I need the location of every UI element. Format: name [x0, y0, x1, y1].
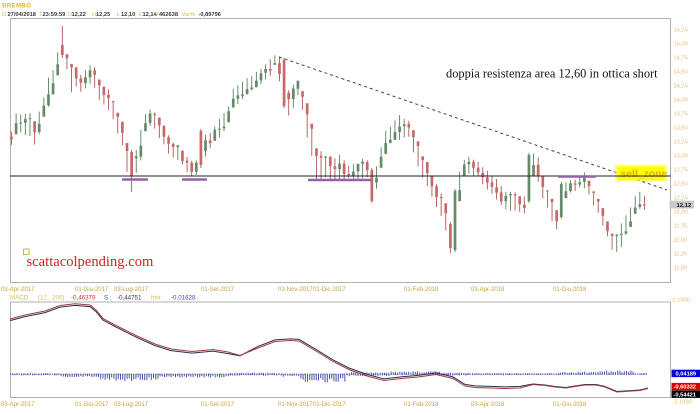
svg-text:03-Lug-2017: 03-Lug-2017 [114, 287, 149, 293]
svg-text:12,00: 12,00 [674, 210, 688, 216]
svg-text:(12 , 200) :: (12 , 200) : [38, 295, 68, 302]
svg-text:01-Giu-2018: 01-Giu-2018 [553, 402, 587, 408]
svg-text:01-Giu-2018: 01-Giu-2018 [553, 287, 587, 293]
svg-text:12,14: 12,14 [143, 12, 158, 18]
svg-text:S :: S : [104, 295, 112, 302]
svg-text:01-Giu-2017: 01-Giu-2017 [75, 402, 109, 408]
svg-text:13,50: 13,50 [674, 126, 688, 132]
svg-text:01-Giu-2017: 01-Giu-2017 [75, 287, 109, 293]
svg-text:-0,44751: -0,44751 [117, 295, 142, 302]
svg-text:12,10: 12,10 [121, 12, 135, 18]
svg-text:doppia resistenza area 12,60 i: doppia resistenza area 12,60 in ottica s… [446, 67, 658, 81]
svg-text:hist :: hist : [151, 295, 164, 302]
svg-text:12,50: 12,50 [674, 182, 688, 188]
svg-text:14,00: 14,00 [674, 98, 688, 104]
svg-text:BREMBO: BREMBO [2, 3, 31, 10]
svg-text:12,25: 12,25 [674, 196, 688, 202]
svg-text:11,50: 11,50 [674, 238, 688, 244]
svg-text:12,22: 12,22 [72, 12, 86, 18]
svg-text:H: H [92, 12, 96, 18]
svg-text:-2,1890: -2,1890 [673, 400, 692, 406]
svg-text:L: L [117, 12, 120, 18]
svg-text:13,25: 13,25 [674, 140, 688, 146]
svg-text:12,12: 12,12 [677, 203, 692, 209]
svg-text:C: C [139, 12, 143, 18]
svg-text:01-Dic-2017: 01-Dic-2017 [313, 287, 346, 293]
svg-text:0,04189: 0,04189 [676, 372, 697, 378]
svg-text:03-Apr-2017: 03-Apr-2017 [1, 402, 35, 408]
svg-text:MACD: MACD [10, 295, 29, 302]
svg-text:14,25: 14,25 [674, 84, 688, 90]
svg-text:12,75: 12,75 [674, 168, 688, 174]
svg-text:462638: 462638 [159, 12, 178, 18]
svg-text:01-Dic-2017: 01-Dic-2017 [313, 402, 346, 408]
svg-text:T: T [39, 12, 43, 18]
svg-text:01-Feb-2018: 01-Feb-2018 [404, 402, 439, 408]
svg-text:Var%: Var% [182, 12, 196, 18]
svg-text:-0,54421: -0,54421 [674, 392, 696, 398]
svg-text:23:59:59: 23:59:59 [43, 12, 66, 18]
svg-text:11,75: 11,75 [674, 224, 688, 230]
svg-text:27/04/2018: 27/04/2018 [8, 12, 36, 18]
svg-text:scattacolpending.com: scattacolpending.com [27, 254, 154, 270]
svg-text:13,00: 13,00 [674, 154, 688, 160]
svg-text:D: D [2, 12, 6, 18]
svg-text:01-Nov-2017: 01-Nov-2017 [278, 402, 313, 408]
svg-text:13,75: 13,75 [674, 112, 688, 118]
svg-text:-0,46379: -0,46379 [71, 295, 96, 302]
svg-text:01-Set-2017: 01-Set-2017 [201, 402, 235, 408]
svg-text:14,75: 14,75 [674, 56, 688, 62]
svg-text:01-Feb-2018: 01-Feb-2018 [404, 287, 439, 293]
svg-text:sell_zone: sell_zone [621, 169, 668, 180]
svg-text:03-Apr-2017: 03-Apr-2017 [1, 287, 35, 293]
svg-text:O: O [68, 12, 73, 18]
svg-text:14,50: 14,50 [674, 70, 688, 76]
svg-text:-0,60332: -0,60332 [674, 385, 696, 391]
svg-text:03-Apr-2018: 03-Apr-2018 [471, 402, 505, 408]
svg-text:03-Lug-2017: 03-Lug-2017 [114, 402, 149, 408]
svg-text:01-Set-2017: 01-Set-2017 [201, 287, 235, 293]
svg-text:12,25: 12,25 [96, 12, 110, 18]
svg-text:01-Nov-2017: 01-Nov-2017 [278, 287, 313, 293]
svg-text:-0,89796: -0,89796 [199, 12, 221, 18]
svg-text:15,25: 15,25 [674, 28, 688, 34]
svg-text:03-Apr-2018: 03-Apr-2018 [471, 287, 505, 293]
svg-text:V: V [155, 12, 159, 18]
svg-text:2,1890: 2,1890 [673, 298, 690, 304]
svg-text:11,00: 11,00 [674, 266, 688, 272]
svg-text:15,00: 15,00 [674, 42, 688, 48]
svg-text:-0,01628: -0,01628 [171, 295, 196, 302]
svg-text:11,25: 11,25 [674, 252, 688, 258]
